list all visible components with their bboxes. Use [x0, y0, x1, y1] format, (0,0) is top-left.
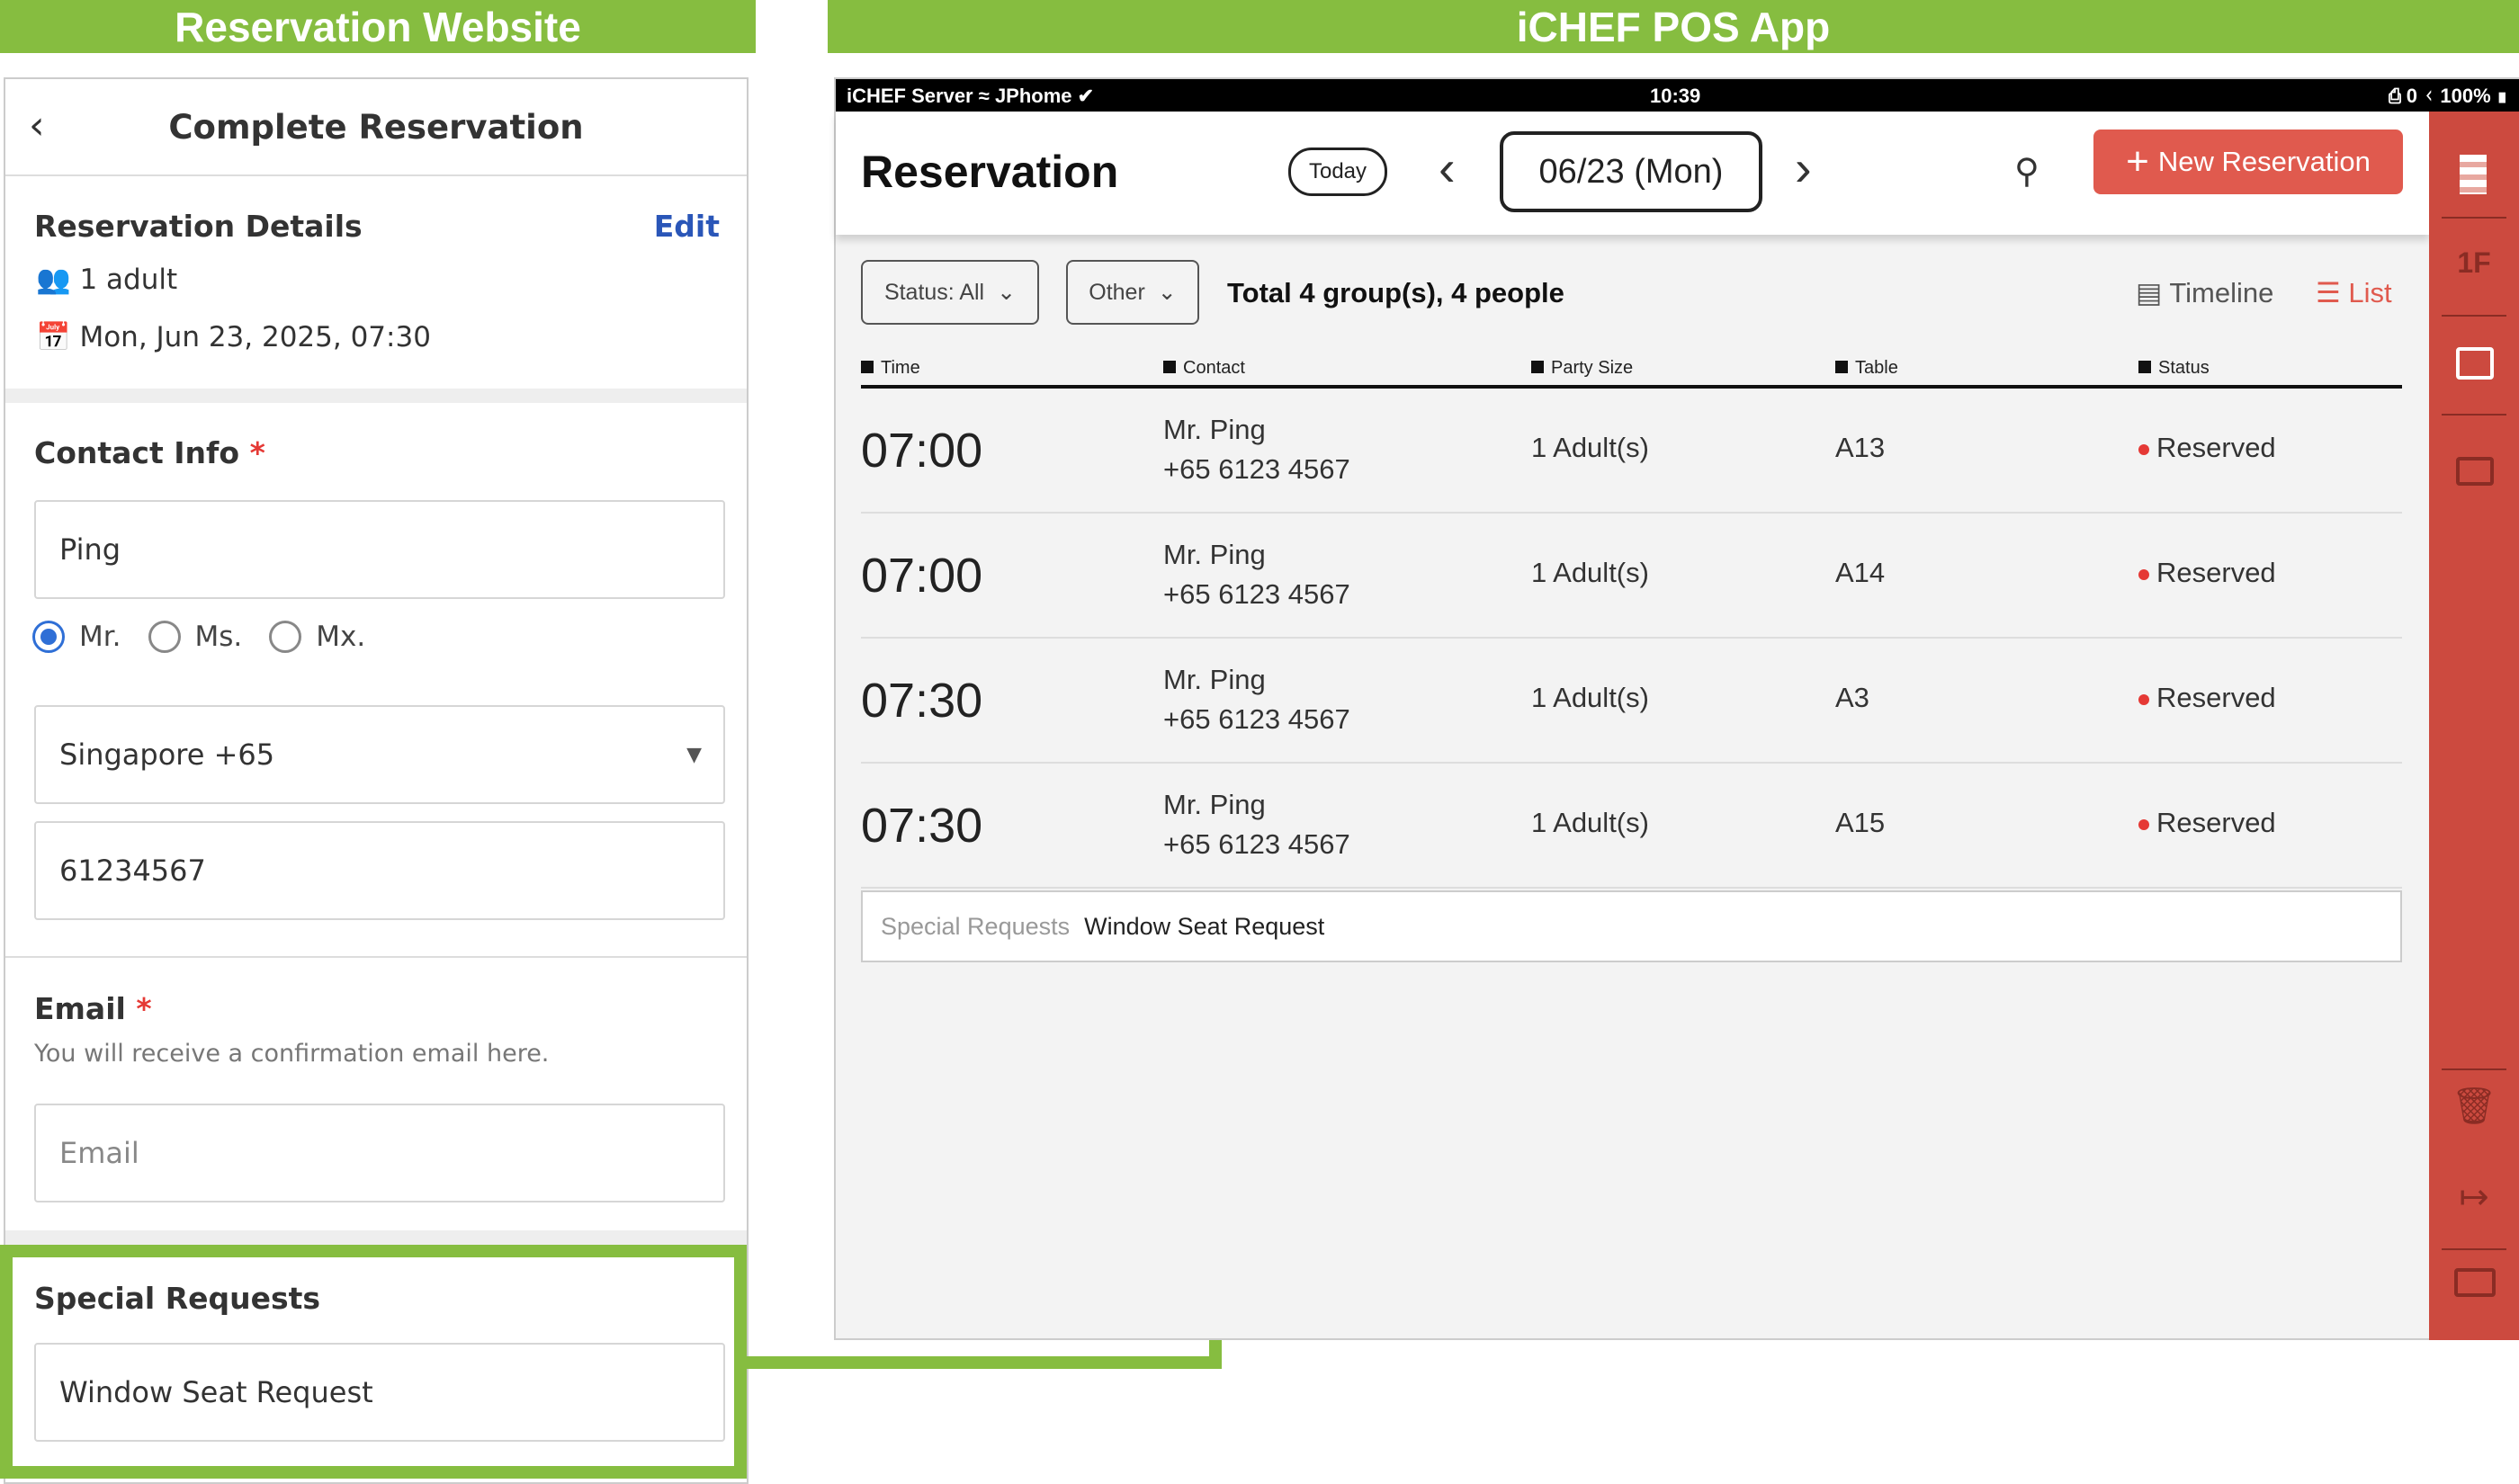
row-contact-name: Mr. Ping — [1163, 664, 1266, 695]
required-mark: * — [249, 435, 265, 470]
row-time: 07:30 — [861, 799, 983, 853]
chevron-down-icon: ⌄ — [997, 280, 1017, 305]
plus-icon: + — [2126, 139, 2149, 183]
pos-banner: iCHEF POS App — [828, 0, 2519, 53]
row-status: Reserved — [2138, 807, 2276, 839]
email-hint: You will receive a confirmation email he… — [34, 1040, 550, 1068]
row-contact-name: Mr. Ping — [1163, 539, 1266, 570]
col-status: Status — [2138, 358, 2210, 379]
name-input[interactable]: Ping — [34, 500, 725, 599]
search-icon[interactable]: ⚲ — [2014, 153, 2039, 191]
toolbox-icon[interactable] — [2454, 1268, 2496, 1297]
row-contact-phone: +65 6123 4567 — [1163, 703, 1350, 735]
divider — [5, 1230, 747, 1247]
row-table: A13 — [1835, 432, 1886, 463]
special-requests-row: Special Requests Window Seat Request — [861, 890, 2402, 962]
status-dot-icon — [2138, 818, 2149, 830]
row-status: Reserved — [2138, 557, 2276, 589]
header-rule — [861, 385, 2402, 389]
other-filter[interactable]: Other ⌄ — [1066, 260, 1199, 325]
status-dot-icon — [2138, 693, 2149, 705]
today-button[interactable]: Today — [1288, 148, 1387, 196]
connector-line — [745, 1356, 1222, 1369]
row-time: 07:00 — [861, 424, 983, 478]
reservation-datetime: Mon, Jun 23, 2025, 07:30 — [79, 321, 431, 353]
row-party-size: 1 Adult(s) — [1531, 682, 1649, 713]
dropdown-icon: ▼ — [686, 743, 702, 766]
calendar-icon: 📅 — [36, 321, 71, 353]
row-party-size: 1 Adult(s) — [1531, 432, 1649, 463]
page-header: ‹ Complete Reservation — [5, 79, 747, 176]
details-title: Reservation Details — [34, 209, 363, 244]
status-dot-icon — [2138, 443, 2149, 455]
reservation-row[interactable]: 07:00 Mr. Ping +65 6123 4567 1 Adult(s) A… — [861, 389, 2402, 514]
status-dot-icon — [2138, 568, 2149, 580]
pos-app: iCHEF Server ≈ JPhome ✔ 10:39 ⎙ 0 ᚲ 100%… — [834, 77, 2519, 1340]
contact-title: Contact Info — [34, 435, 240, 470]
chevron-down-icon: ⌄ — [1157, 280, 1177, 305]
next-day-icon[interactable]: › — [1795, 139, 1812, 196]
row-contact-name: Mr. Ping — [1163, 414, 1266, 445]
people-icon: 👥 — [36, 264, 71, 296]
email-title: Email — [34, 991, 126, 1026]
row-status: Reserved — [2138, 682, 2276, 714]
app-title: Reservation — [861, 147, 1119, 197]
salutation-group: Mr. Ms. Mx. — [32, 621, 365, 653]
new-reservation-button[interactable]: + New Reservation — [2093, 130, 2403, 194]
row-table: A3 — [1835, 682, 1869, 713]
reservation-row[interactable]: 07:30 Mr. Ping +65 6123 4567 1 Adult(s) A… — [861, 639, 2402, 764]
row-contact-phone: +65 6123 4567 — [1163, 828, 1350, 860]
row-table: A15 — [1835, 807, 1886, 838]
calendar-icon[interactable] — [2456, 347, 2494, 380]
clock: 10:39 — [1650, 85, 1701, 107]
date-picker[interactable]: 06/23 (Mon) — [1500, 131, 1762, 212]
row-time: 07:30 — [861, 674, 983, 728]
reservation-row[interactable]: 07:30 Mr. Ping +65 6123 4567 1 Adult(s) A… — [861, 764, 2402, 889]
clipboard-icon[interactable] — [2456, 457, 2494, 486]
col-table: Table — [1835, 358, 1898, 379]
status-filter[interactable]: Status: All ⌄ — [861, 260, 1039, 325]
back-icon[interactable]: ‹ — [29, 103, 45, 148]
prev-day-icon[interactable]: ‹ — [1439, 139, 1456, 196]
reservation-row[interactable]: 07:00 Mr. Ping +65 6123 4567 1 Adult(s) A… — [861, 514, 2402, 639]
app-header: Reservation Today ‹ 06/23 (Mon) › ⚲ + New… — [836, 112, 2429, 235]
col-party-size: Party Size — [1531, 358, 1633, 379]
floor-button[interactable]: 1F — [2457, 246, 2491, 279]
logout-icon[interactable]: ↦ — [2459, 1177, 2489, 1217]
col-time: Time — [861, 358, 920, 379]
row-contact-name: Mr. Ping — [1163, 789, 1266, 820]
country-code-select[interactable]: Singapore +65 ▼ — [34, 705, 725, 804]
special-requests-title: Special Requests — [34, 1281, 321, 1316]
row-contact-phone: +65 6123 4567 — [1163, 578, 1350, 610]
menu-icon[interactable] — [2460, 155, 2487, 194]
special-requests-value: Window Seat Request — [1084, 912, 1325, 940]
sidebar: 1F 🗑 ↦ — [2429, 112, 2519, 1340]
website-banner: Reservation Website — [0, 0, 756, 53]
special-requests-input[interactable]: Window Seat Request — [34, 1343, 725, 1442]
party-size: 1 adult — [79, 264, 178, 296]
radio-mx[interactable]: Mx. — [269, 621, 365, 653]
radio-mr[interactable]: Mr. — [32, 621, 121, 653]
row-table: A14 — [1835, 557, 1886, 588]
row-party-size: 1 Adult(s) — [1531, 557, 1649, 588]
highlight-box — [0, 1245, 747, 1479]
row-status: Reserved — [2138, 432, 2276, 464]
summary-text: Total 4 group(s), 4 people — [1227, 277, 1564, 308]
special-requests-label: Special Requests — [881, 912, 1071, 940]
page-title: Complete Reservation — [168, 108, 584, 147]
timeline-view-button[interactable]: ▤ Timeline — [2136, 277, 2274, 308]
row-time: 07:00 — [861, 549, 983, 603]
divider — [5, 956, 747, 958]
edit-link[interactable]: Edit — [653, 209, 720, 244]
phone-input[interactable]: 61234567 — [34, 821, 725, 920]
status-bar: iCHEF Server ≈ JPhome ✔ 10:39 ⎙ 0 ᚲ 100%… — [836, 79, 2519, 112]
list-view-button[interactable]: ☰ List — [2316, 277, 2392, 308]
radio-ms[interactable]: Ms. — [148, 621, 242, 653]
email-input[interactable]: Email — [34, 1104, 725, 1202]
row-contact-phone: +65 6123 4567 — [1163, 453, 1350, 485]
row-party-size: 1 Adult(s) — [1531, 807, 1649, 838]
trash-icon[interactable]: 🗑 — [2451, 1086, 2497, 1126]
divider — [5, 389, 747, 403]
col-contact: Contact — [1163, 358, 1245, 379]
